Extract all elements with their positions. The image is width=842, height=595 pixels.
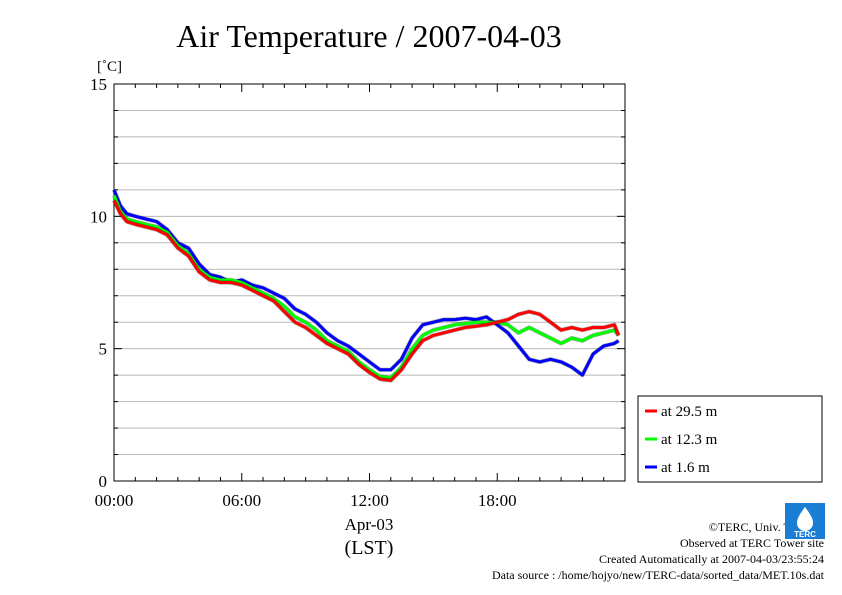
x-axis-timezone-label: (LST)	[345, 537, 394, 559]
series-line	[112, 189, 620, 377]
y-axis-unit: [˚C]	[97, 59, 122, 75]
terc-logo-icon: TERC	[785, 503, 825, 539]
series-line-shadow	[112, 189, 620, 378]
series-line-shadow	[112, 194, 621, 380]
chart-footer: ©TERC, Univ. Tsukuba Observed at TERC To…	[394, 519, 824, 583]
y-tick-label: 5	[99, 340, 108, 359]
legend-box	[637, 395, 823, 483]
legend: at 29.5 m at 12.3 m at 1.6 m	[637, 395, 823, 483]
logo-text: TERC	[794, 530, 816, 539]
series-line	[112, 199, 620, 382]
legend-label: at 1.6 m	[661, 460, 710, 476]
x-tick-label: 06:00	[222, 491, 261, 510]
x-tick-label: 12:00	[350, 491, 389, 510]
y-tick-label: 15	[90, 75, 107, 94]
created-text: Created Automatically at 2007-04-03/23:5…	[599, 552, 824, 566]
series-line	[112, 194, 620, 380]
chart-title: Air Temperature / 2007-04-03	[176, 18, 562, 54]
x-tick-label: 18:00	[478, 491, 517, 510]
series-lines	[112, 189, 621, 383]
gridlines	[114, 109, 625, 456]
axis-ticks: 00:00 06:00 12:00 18:00 0 5 10 15	[90, 75, 626, 510]
site-text: Observed at TERC Tower site	[679, 536, 824, 550]
y-tick-label: 0	[99, 472, 108, 491]
source-text: Data source : /home/hojyo/new/TERC-data/…	[491, 568, 824, 582]
x-tick-label: 00:00	[95, 491, 134, 510]
legend-label: at 29.5 m	[661, 404, 718, 420]
copyright-text: ©TERC, Univ. Tsukuba	[708, 520, 824, 534]
x-axis-date-label: Apr-03	[345, 515, 394, 534]
y-tick-label: 10	[90, 207, 107, 226]
series-line-shadow	[112, 199, 621, 383]
plot-frame	[113, 83, 626, 482]
legend-label: at 12.3 m	[661, 432, 718, 448]
